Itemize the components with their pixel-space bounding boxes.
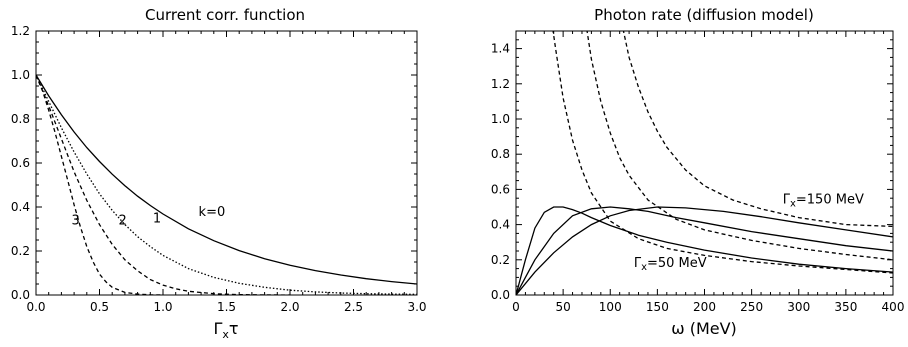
x-tick-label: 100 bbox=[599, 300, 622, 314]
series-line-2 bbox=[36, 74, 417, 295]
curve-annotation: 1 bbox=[153, 211, 161, 226]
right-x-axis-label: ω (MeV) bbox=[671, 319, 737, 338]
x-tick-label: 400 bbox=[882, 300, 905, 314]
y-tick-label: 1.0 bbox=[491, 112, 510, 126]
curve-annotation: Γx=150 MeV bbox=[783, 192, 864, 209]
y-tick-label: 1.4 bbox=[491, 42, 510, 56]
current-correlation-panel: Current corr. function 0.0 0.5 1.0 1.5 2.0 2.… bbox=[11, 6, 427, 341]
x-tick-label: 0 bbox=[512, 300, 520, 314]
x-tick-label: 250 bbox=[740, 300, 763, 314]
y-tick-label: 1.2 bbox=[11, 24, 30, 38]
y-tick-label: 0.2 bbox=[11, 244, 30, 258]
x-tick-label: 0.5 bbox=[90, 300, 109, 314]
left-plot-frame bbox=[35, 30, 418, 296]
series-line-3 bbox=[516, 206, 893, 295]
left-chart-title: Current corr. function bbox=[145, 6, 305, 24]
x-tick-label: 350 bbox=[834, 300, 857, 314]
series-line-1 bbox=[516, 206, 893, 295]
x-tick-label: 1.5 bbox=[217, 300, 236, 314]
x-tick-label: 300 bbox=[787, 300, 810, 314]
x-tick-label: 2.0 bbox=[280, 300, 299, 314]
y-tick-label: 0.4 bbox=[11, 200, 30, 214]
right-chart-title: Photon rate (diffusion model) bbox=[594, 6, 814, 24]
y-tick-label: 0.8 bbox=[11, 112, 30, 126]
x-tick-label: 0.0 bbox=[26, 300, 45, 314]
series-line-1 bbox=[36, 74, 417, 285]
series-line-3 bbox=[36, 74, 291, 295]
x-tick-label: 200 bbox=[693, 300, 716, 314]
series-line-4 bbox=[552, 31, 893, 274]
curve-annotation: 3 bbox=[72, 214, 80, 229]
y-tick-label: 0.4 bbox=[491, 218, 510, 232]
curve-annotation: Γx=50 MeV bbox=[634, 256, 707, 273]
y-tick-label: 1.2 bbox=[491, 77, 510, 91]
series-line-6 bbox=[622, 31, 893, 228]
series-line-5 bbox=[586, 31, 893, 261]
y-tick-label: 0.8 bbox=[491, 147, 510, 161]
photon-rate-panel: Photon rate (diffusion model) 0 50 100 150 2… bbox=[491, 6, 905, 338]
series-line-2 bbox=[516, 206, 893, 295]
y-tick-label: 0.0 bbox=[11, 288, 30, 302]
x-tick-label: 2.5 bbox=[344, 300, 363, 314]
x-tick-label: 1.0 bbox=[153, 300, 172, 314]
x-tick-label: 150 bbox=[646, 300, 669, 314]
y-tick-label: 0.6 bbox=[11, 156, 30, 170]
x-tick-label: 3.0 bbox=[407, 300, 426, 314]
curve-annotation: 2 bbox=[119, 214, 127, 229]
series-line-4 bbox=[36, 74, 164, 295]
y-tick-label: 0.2 bbox=[491, 253, 510, 267]
left-x-axis-label: Γxτ bbox=[213, 319, 238, 341]
x-tick-label: 50 bbox=[555, 300, 570, 314]
y-tick-label: 1.0 bbox=[11, 68, 30, 82]
y-tick-label: 0.6 bbox=[491, 182, 510, 196]
curve-annotation: k=0 bbox=[199, 205, 226, 220]
y-tick-label: 0.0 bbox=[491, 288, 510, 302]
